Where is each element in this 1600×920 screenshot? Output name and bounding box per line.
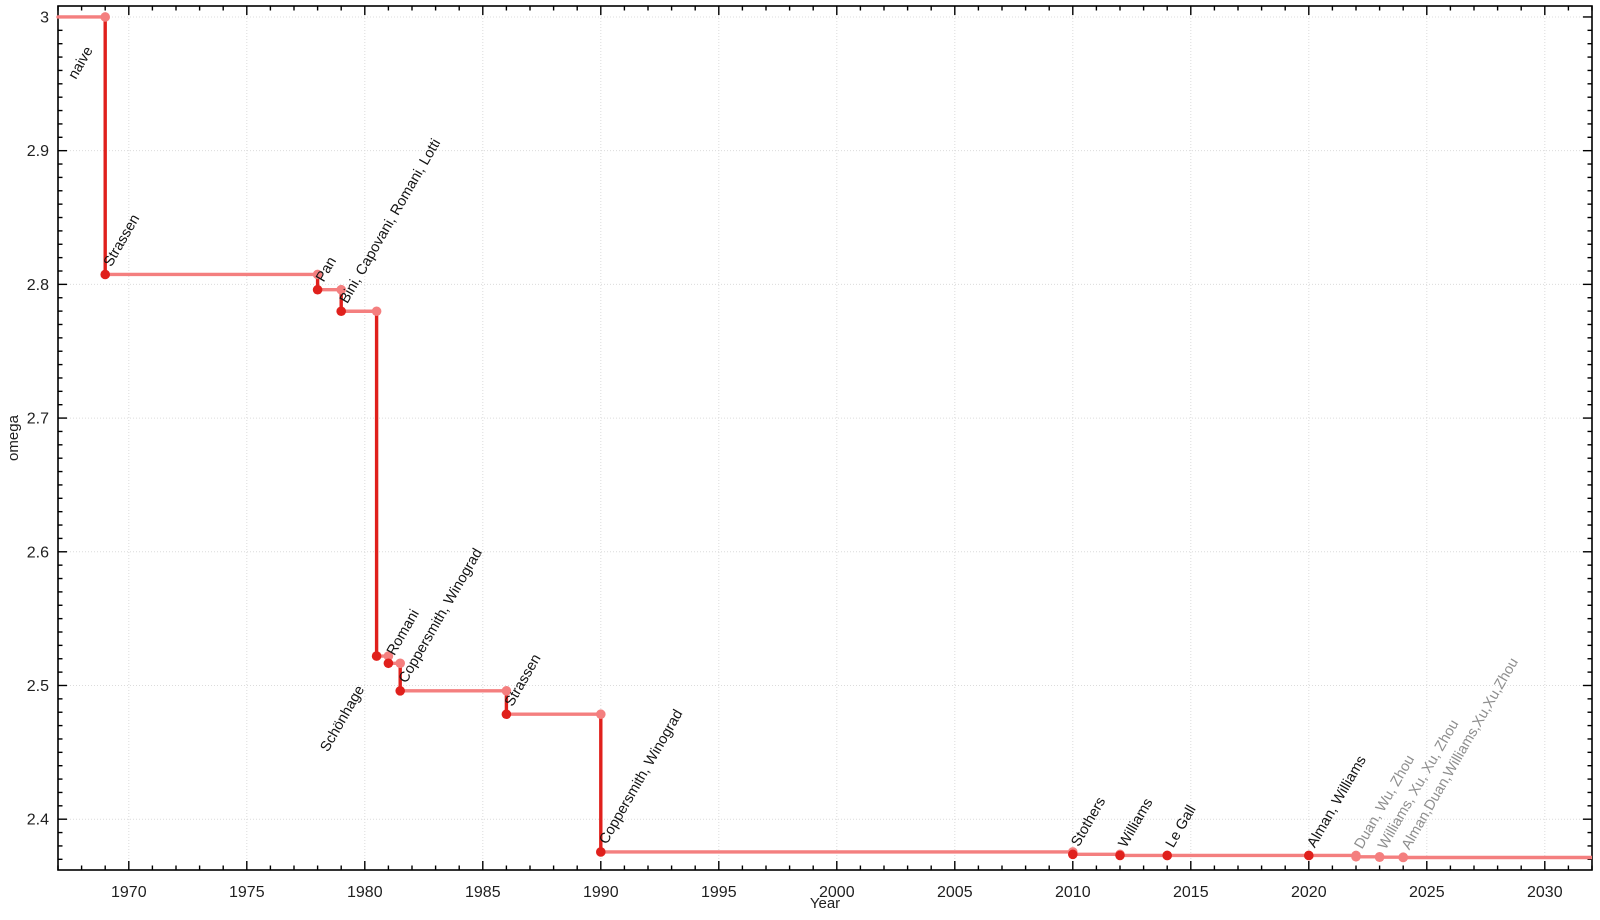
x-tick-label: 1975 <box>229 884 265 901</box>
result-marker[interactable] <box>336 306 347 317</box>
result-label: Coppersmith, Winograd <box>596 707 686 847</box>
pre-drop-marker <box>383 651 394 661</box>
pre-drop-marker <box>395 658 406 669</box>
x-tick-label: 1985 <box>465 884 501 901</box>
x-tick-label: 2000 <box>819 884 855 901</box>
x-tick-label: 2030 <box>1527 884 1563 901</box>
x-tick-label: 2025 <box>1409 884 1445 901</box>
result-label: Stothers <box>1068 795 1109 850</box>
result-marker[interactable] <box>371 651 382 661</box>
result-label: Williams <box>1116 796 1157 851</box>
result-marker[interactable] <box>312 284 323 295</box>
result-marker[interactable] <box>383 658 394 669</box>
pre-drop-marker <box>596 709 606 720</box>
result-label: Bini, Capovani, Romani, Lotti <box>337 136 444 306</box>
x-tick-label: 1970 <box>111 884 147 901</box>
x-tick-label: 1990 <box>583 884 619 901</box>
result-label: naive <box>65 44 96 82</box>
y-tick-label: 2.8 <box>27 277 49 294</box>
result-label: Pan <box>313 254 340 284</box>
x-tick-label: 1995 <box>701 884 737 901</box>
x-tick-label: 2015 <box>1173 884 1209 901</box>
x-axis-label: Year <box>810 895 840 912</box>
y-tick-label: 2.4 <box>27 812 49 829</box>
result-marker[interactable] <box>1068 849 1078 860</box>
result-marker[interactable] <box>501 709 512 720</box>
result-label: Strassen <box>101 212 143 270</box>
y-tick-label: 2.7 <box>27 411 49 428</box>
result-marker[interactable] <box>1115 850 1125 861</box>
result-marker[interactable] <box>596 847 606 857</box>
result-marker[interactable] <box>395 686 406 696</box>
pre-drop-marker <box>336 284 347 295</box>
x-tick-label: 2020 <box>1291 884 1327 901</box>
y-axis-label: omega <box>5 414 22 461</box>
x-tick-label: 1980 <box>347 884 383 901</box>
x-tick-label: 2010 <box>1055 884 1091 901</box>
y-tick-label: 2.9 <box>27 143 49 160</box>
result-label: Alman,Duan,Williams,Xu,Xu,Zhou <box>1399 655 1522 852</box>
result-label: Strassen <box>502 652 544 710</box>
pre-drop-marker <box>100 12 110 22</box>
result-marker[interactable] <box>100 269 110 280</box>
pre-drop-marker <box>312 269 323 280</box>
result-marker[interactable] <box>1398 852 1408 863</box>
y-tick-label: 2.5 <box>27 678 49 695</box>
result-marker[interactable] <box>1304 850 1314 861</box>
plot-frame <box>57 5 1593 871</box>
x-tick-label: 2005 <box>937 884 973 901</box>
result-label: Schönhage <box>318 683 369 755</box>
y-tick-label: 2.6 <box>27 544 49 561</box>
result-marker[interactable] <box>1351 851 1361 862</box>
result-marker[interactable] <box>1374 852 1385 863</box>
pre-drop-marker <box>371 306 382 317</box>
y-tick-label: 3 <box>40 9 49 26</box>
result-marker[interactable] <box>1162 850 1172 861</box>
pre-drop-marker <box>501 686 512 696</box>
result-label: Le Gall <box>1163 803 1200 851</box>
